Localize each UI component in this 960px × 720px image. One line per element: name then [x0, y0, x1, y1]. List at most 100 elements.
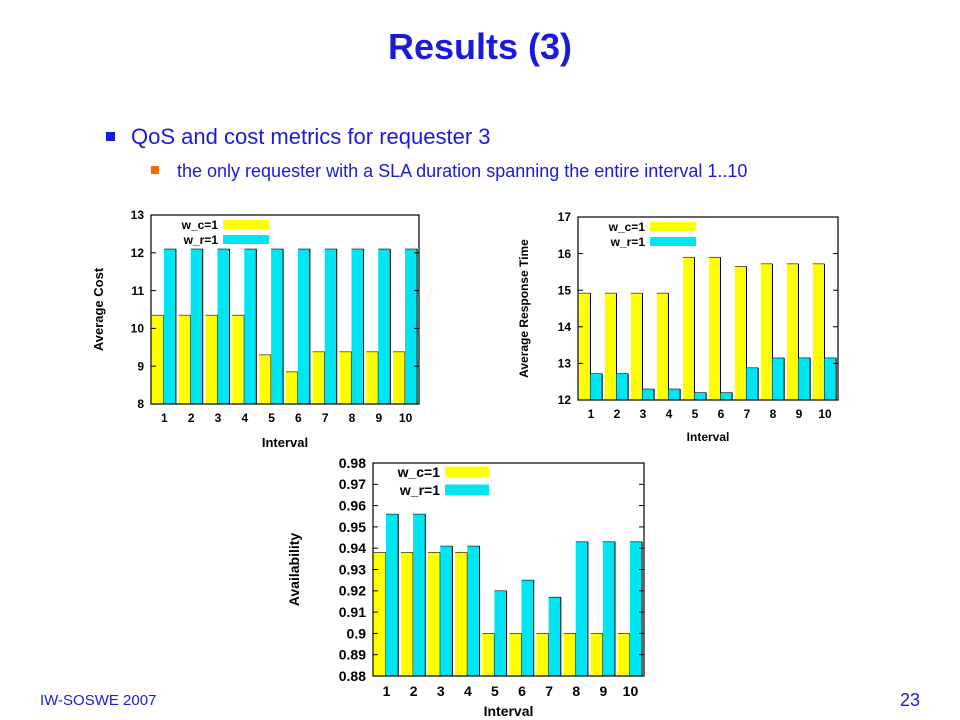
bar-wr-10 [629, 541, 643, 676]
legend-label: w_r=1 [399, 482, 440, 498]
bar-wr-8 [575, 541, 588, 676]
bar-wr-9 [798, 357, 811, 400]
bar-wr-4 [244, 249, 257, 404]
bar-wr-9 [378, 249, 391, 404]
x-tick-label: 2 [410, 683, 418, 699]
bullet-marker-icon [106, 131, 115, 141]
footer-text: IW-SOSWE 2007 [40, 692, 157, 709]
y-tick-label: 0.88 [339, 668, 366, 684]
bar-wc-7 [312, 351, 325, 404]
bar-wc-10 [812, 263, 825, 400]
bar-wr-10 [824, 357, 837, 400]
bar-wr-7 [746, 367, 759, 400]
y-tick-label: 10 [131, 322, 145, 336]
bar-wr-8 [772, 357, 785, 400]
bar-wr-7 [324, 249, 337, 404]
x-tick-label: 8 [349, 411, 356, 425]
bar-wc-8 [760, 263, 773, 400]
legend-swatch [445, 466, 489, 477]
x-tick-label: 10 [623, 683, 639, 699]
bar-wr-2 [190, 249, 203, 404]
bar-wc-5 [682, 257, 695, 400]
bar-wr-2 [413, 514, 426, 676]
x-tick-label: 2 [614, 407, 621, 421]
y-tick-label: 0.96 [339, 498, 366, 514]
x-tick-label: 9 [375, 411, 382, 425]
x-tick-label: 4 [241, 411, 248, 425]
bullet-level-2: the only requester with a SLA duration s… [151, 161, 747, 182]
legend-swatch [223, 220, 269, 229]
x-tick-label: 6 [718, 407, 725, 421]
page-number: 23 [899, 690, 920, 710]
y-axis-label: Average Cost [91, 267, 106, 351]
legend-swatch [445, 484, 489, 495]
y-tick-label: 12 [131, 246, 145, 260]
x-tick-label: 4 [666, 407, 673, 421]
bar-wc-2 [178, 315, 191, 404]
bar-wc-5 [482, 633, 495, 676]
bar-wr-6 [297, 249, 310, 404]
bullet-1-text: QoS and cost metrics for requester 3 [131, 124, 491, 149]
bar-wc-3 [630, 293, 643, 400]
y-tick-label: 0.89 [339, 647, 366, 663]
legend-label: w_c=1 [397, 464, 441, 480]
plot-frame [150, 214, 420, 405]
bar-wr-4 [668, 389, 681, 400]
x-tick-label: 3 [437, 683, 445, 699]
y-tick-label: 16 [558, 247, 572, 261]
y-tick-label: 0.93 [339, 561, 366, 577]
bar-wc-9 [786, 263, 799, 400]
bar-wc-7 [734, 266, 747, 400]
y-tick-label: 14 [558, 320, 572, 334]
bar-wr-9 [602, 541, 616, 676]
x-tick-label: 9 [599, 683, 607, 699]
y-tick-label: 12 [558, 393, 572, 407]
legend-swatch [650, 237, 696, 246]
y-tick-label: 13 [558, 357, 572, 371]
bar-wr-6 [521, 580, 534, 676]
y-axis-label: Availability [286, 533, 302, 607]
x-tick-label: 7 [322, 411, 329, 425]
legend-label: w_r=1 [610, 235, 646, 249]
y-tick-label: 0.98 [339, 455, 366, 471]
bar-wr-3 [440, 546, 453, 676]
bar-wr-1 [386, 514, 399, 676]
y-tick-label: 11 [131, 284, 144, 298]
plot-frame [577, 216, 839, 401]
bar-wr-1 [590, 373, 603, 400]
x-tick-label: 5 [491, 683, 499, 699]
y-tick-label: 0.91 [339, 604, 366, 620]
legend-swatch [223, 235, 269, 244]
bullet-level-1: QoS and cost metrics for requester 3 [106, 124, 491, 150]
x-tick-label: 4 [464, 683, 472, 699]
x-tick-label: 1 [161, 411, 168, 425]
x-tick-label: 3 [215, 411, 222, 425]
x-tick-label: 7 [744, 407, 751, 421]
bar-wr-8 [351, 249, 364, 404]
bar-wc-10 [393, 351, 406, 404]
y-tick-label: 15 [558, 283, 572, 297]
bar-wc-4 [656, 293, 669, 400]
x-tick-label: 9 [796, 407, 803, 421]
bar-wc-7 [536, 633, 549, 676]
y-tick-label: 8 [137, 397, 144, 411]
x-tick-label: 10 [818, 407, 832, 421]
x-tick-label: 3 [640, 407, 647, 421]
y-axis-label: Average Response Time [517, 239, 531, 378]
bar-wr-5 [694, 392, 707, 400]
bar-wr-2 [616, 373, 629, 400]
bar-wc-6 [509, 633, 522, 676]
legend-label: w_c=1 [181, 218, 219, 232]
bar-wc-4 [232, 315, 245, 404]
bar-wr-7 [548, 597, 561, 676]
bar-wc-10 [617, 633, 630, 676]
x-tick-label: 10 [399, 411, 413, 425]
legend-label: w_c=1 [608, 220, 646, 234]
x-axis-label: Interval [262, 435, 308, 450]
bar-wr-6 [720, 392, 733, 400]
y-tick-label: 13 [131, 208, 145, 222]
x-tick-label: 5 [692, 407, 699, 421]
